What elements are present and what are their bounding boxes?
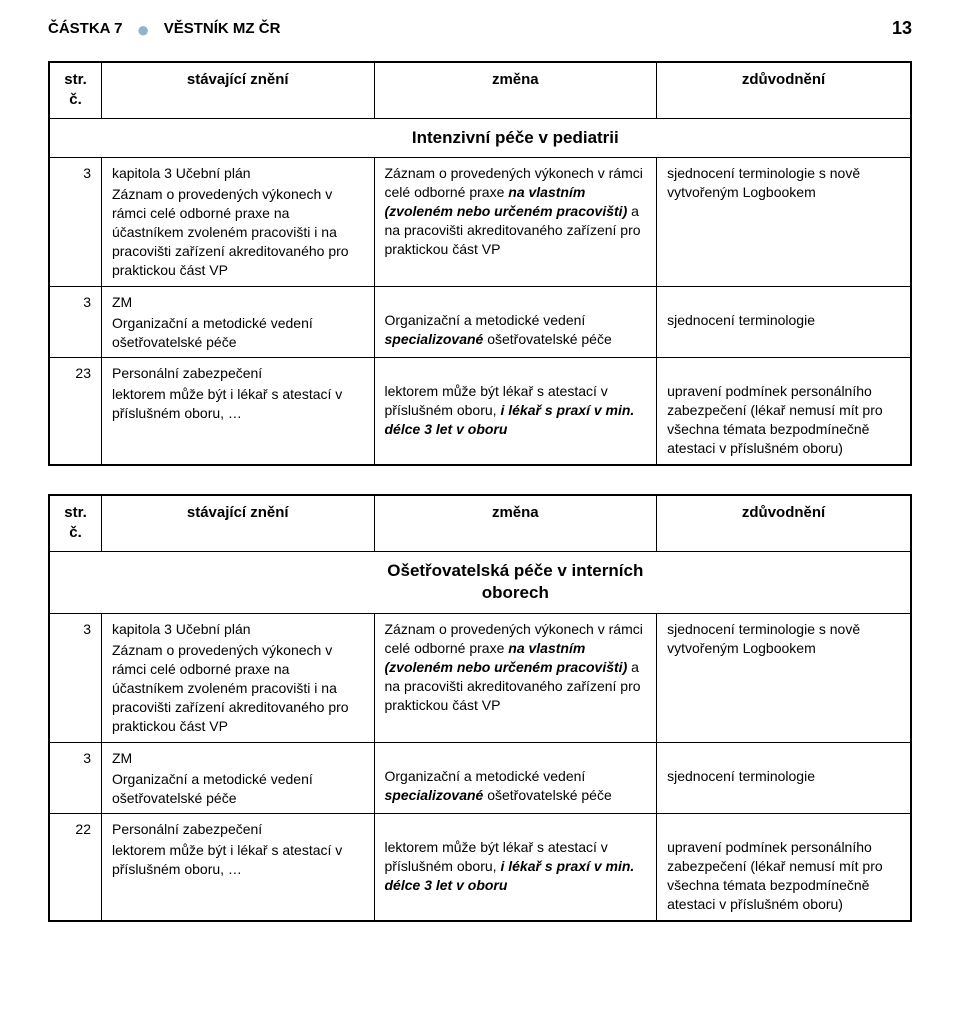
table-row: 3 ZM Organizační a metodické vedení ošet… [49,286,911,358]
cell-stavajici: ZM Organizační a metodické vedení ošetřo… [101,742,374,814]
cell-stavajici: ZM Organizační a metodické vedení ošetřo… [101,286,374,358]
page-header-left: ČÁSTKA 7 ● VĚSTNÍK MZ ČR [48,20,280,37]
cell-zmena: Organizační a metodické vedení specializ… [374,286,657,358]
stav-body: Záznam o provedených výkonech v rámci ce… [112,641,364,735]
zduv-text: sjednocení terminologie [667,312,815,328]
zmena-post: ošetřovatelské péče [483,331,611,347]
cell-zduvodneni: sjednocení terminologie s nově vytvořený… [657,614,911,742]
stav-body: Záznam o provedených výkonech v rámci ce… [112,185,364,279]
col-header-stavajici: stávající znění [101,495,374,551]
section-label: ČÁSTKA 7 [48,20,122,37]
table-title-spacer [657,551,911,614]
cell-zduvodneni: sjednocení terminologie s nově vytvořený… [657,158,911,286]
table-header-row: str. č. stávající znění změna zdůvodnění [49,62,911,118]
table-header-row: str. č. stávající znění změna zdůvodnění [49,495,911,551]
zmena-post: ošetřovatelské péče [483,787,611,803]
cell-zmena: lektorem může být lékař s atestací v pří… [374,814,657,921]
stav-title: Personální zabezpečení [112,364,364,383]
zmena-pre: Organizační a metodické vedení [385,312,586,328]
zmena-bold: specializované [385,331,484,347]
table-title-spacer [101,551,374,614]
cell-zduvodneni: upravení podmínek personálního zabezpeče… [657,358,911,465]
table-title-row: Intenzivní péče v pediatrii [49,118,911,158]
cell-num: 23 [49,358,101,465]
spacer [385,293,647,311]
zmena-bold: specializované [385,787,484,803]
stav-title: kapitola 3 Učební plán [112,164,364,183]
table-intenzivni-pece: Intenzivní péče v pediatrii str. č. stáv… [48,61,912,466]
cell-zmena: lektorem může být lékař s atestací v pří… [374,358,657,465]
stav-title: ZM [112,749,364,768]
cell-stavajici: kapitola 3 Učební plán Záznam o proveden… [101,614,374,742]
spacer [667,364,900,382]
zmena-pre: Organizační a metodické vedení [385,768,586,784]
cell-zduvodneni: sjednocení terminologie [657,286,911,358]
spacer [667,820,900,838]
table-title: Intenzivní péče v pediatrii [374,118,657,158]
cell-zduvodneni: sjednocení terminologie [657,742,911,814]
stav-body: lektorem může být i lékař s atestací v p… [112,385,364,423]
cell-zmena: Záznam o provedených výkonech v rámci ce… [374,158,657,286]
spacer [667,293,900,311]
zduv-text: sjednocení terminologie [667,768,815,784]
page-header: ČÁSTKA 7 ● VĚSTNÍK MZ ČR 13 [48,18,912,39]
table-title-spacer [657,118,911,158]
col-header-zmena: změna [374,495,657,551]
cell-num: 3 [49,742,101,814]
publication-label: VĚSTNÍK MZ ČR [164,20,281,37]
table-row: 23 Personální zabezpečení lektorem může … [49,358,911,465]
table-title: Ošetřovatelská péče v interních oborech [374,551,657,614]
cell-num: 3 [49,614,101,742]
col-header-zmena: změna [374,62,657,118]
cell-stavajici: Personální zabezpečení lektorem může být… [101,814,374,921]
stav-body: Organizační a metodické vedení ošetřovat… [112,314,364,352]
cell-zduvodneni: upravení podmínek personálního zabezpeče… [657,814,911,921]
stav-title: kapitola 3 Učební plán [112,620,364,639]
table-title-row: Ošetřovatelská péče v interních oborech [49,551,911,614]
col-header-str: str. č. [49,495,101,551]
table-title-spacer [101,118,374,158]
spacer [385,364,647,382]
table-title-spacer [49,118,101,158]
page-number: 13 [892,18,912,39]
table-title-spacer [49,551,101,614]
cell-num: 3 [49,158,101,286]
cell-zmena: Organizační a metodické vedení specializ… [374,742,657,814]
spacer [667,749,900,767]
stav-title: ZM [112,293,364,312]
cell-num: 3 [49,286,101,358]
cell-zmena: Záznam o provedených výkonech v rámci ce… [374,614,657,742]
table-row: 3 kapitola 3 Učební plán Záznam o proved… [49,158,911,286]
stav-body: lektorem může být i lékař s atestací v p… [112,841,364,879]
col-header-zduvodneni: zdůvodnění [657,62,911,118]
cell-num: 22 [49,814,101,921]
cell-stavajici: kapitola 3 Učební plán Záznam o proveden… [101,158,374,286]
stav-title: Personální zabezpečení [112,820,364,839]
spacer [385,749,647,767]
col-header-zduvodneni: zdůvodnění [657,495,911,551]
spacer [385,820,647,838]
stav-body: Organizační a metodické vedení ošetřovat… [112,770,364,808]
table-osetrovatelska-pece: Ošetřovatelská péče v interních oborech … [48,494,912,922]
table-row: 3 kapitola 3 Učební plán Záznam o proved… [49,614,911,742]
cell-stavajici: Personální zabezpečení lektorem může být… [101,358,374,465]
col-header-str: str. č. [49,62,101,118]
table-row: 22 Personální zabezpečení lektorem může … [49,814,911,921]
zduv-text: upravení podmínek personálního zabezpeče… [667,839,883,912]
zduv-text: upravení podmínek personálního zabezpeče… [667,383,883,456]
col-header-stavajici: stávající znění [101,62,374,118]
table-row: 3 ZM Organizační a metodické vedení ošet… [49,742,911,814]
